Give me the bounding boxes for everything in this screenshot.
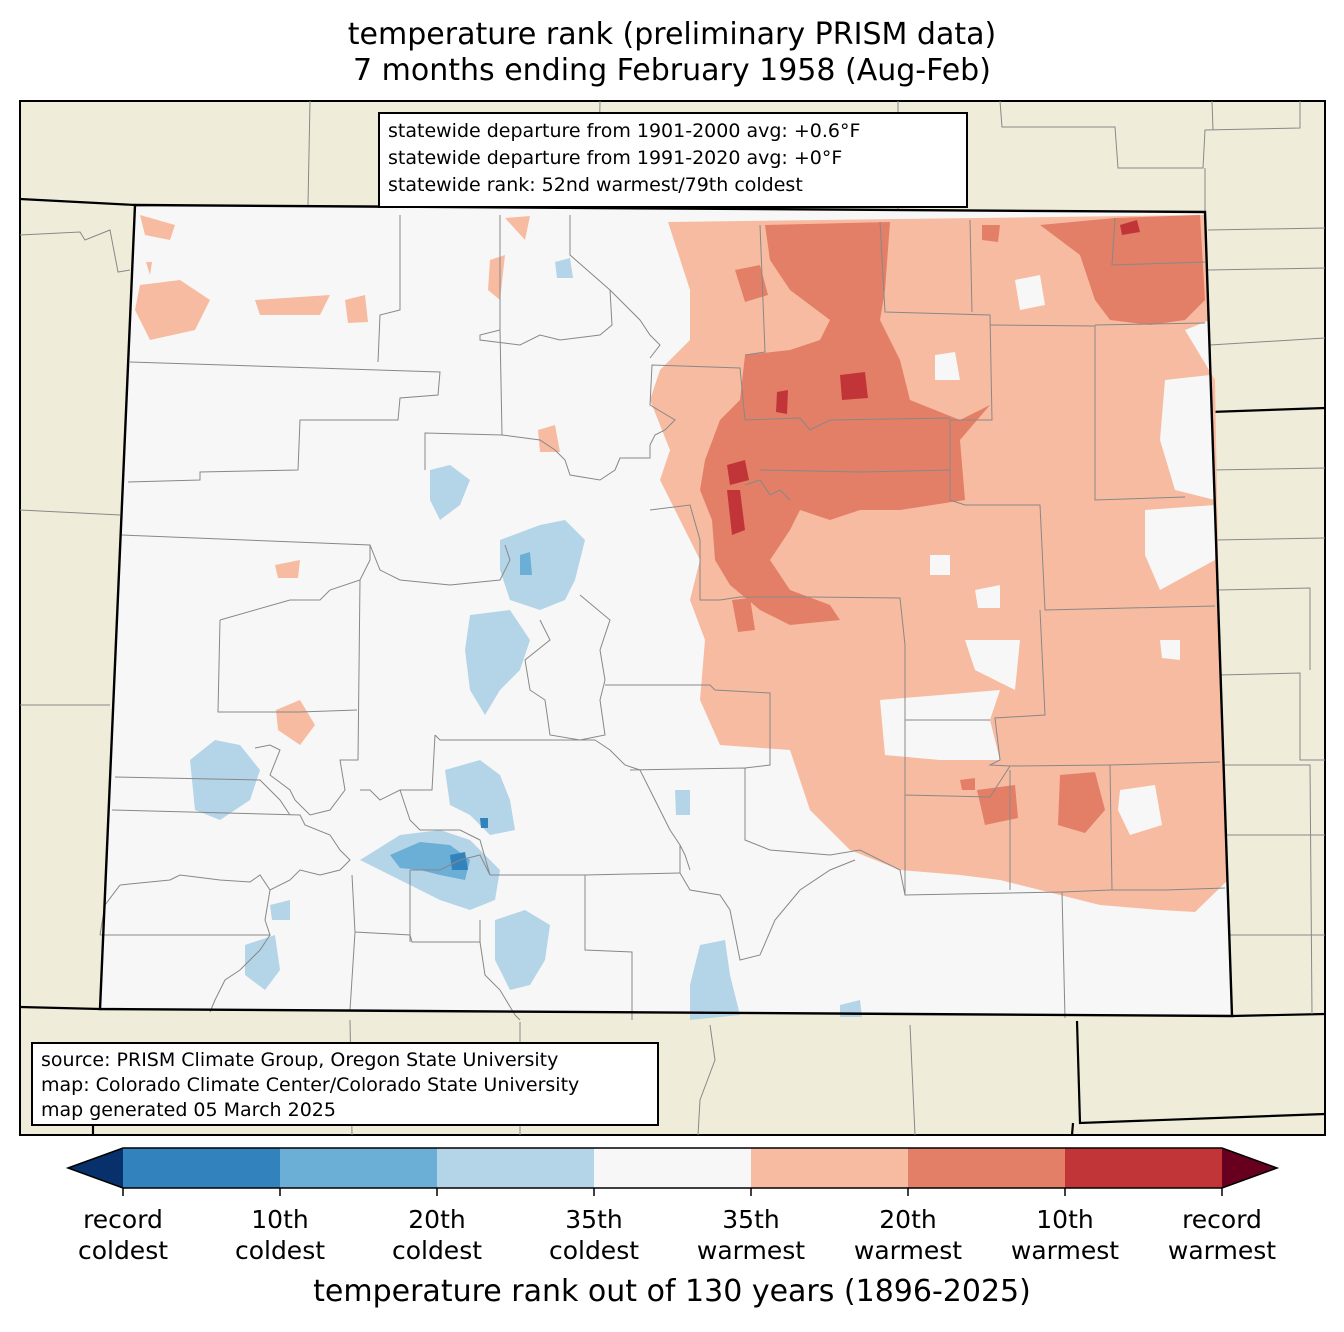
colorbar-segment: [1065, 1148, 1223, 1188]
colorbar-label: temperature rank out of 130 years (1896-…: [313, 1274, 1031, 1309]
colorbar-tick-label: 35th warmest: [676, 1204, 826, 1266]
tick-label-rank: 10th: [251, 1205, 309, 1234]
neighbor-state-borders: [19, 197, 1326, 1136]
tick-label-rank: record: [1182, 1205, 1262, 1234]
tick-label-rank: 35th: [565, 1205, 623, 1234]
map-title-line2: 7 months ending February 1958 (Aug-Feb): [353, 53, 991, 88]
colorbar-tick-label: 10th warmest: [990, 1204, 1140, 1266]
colorbar-segment: [123, 1148, 281, 1188]
colorbar-tick-label: 20th coldest: [362, 1204, 512, 1266]
tick-label-direction: warmest: [853, 1236, 963, 1265]
stats-line-1991-2020: statewide departure from 1991-2020 avg: …: [388, 147, 843, 169]
map-credit-line: map: Colorado Climate Center/Colorado St…: [41, 1074, 580, 1096]
colorbar-segment: [280, 1148, 438, 1188]
source-box: source: PRISM Climate Group, Oregon Stat…: [31, 1042, 659, 1126]
colorbar-tick-label: 35th coldest: [519, 1204, 669, 1266]
tick-label-direction: coldest: [548, 1236, 640, 1265]
colorbar-tick-label: 20th warmest: [833, 1204, 983, 1266]
tick-label-direction: coldest: [77, 1236, 169, 1265]
tick-label-direction: warmest: [696, 1236, 806, 1265]
colorbar-segment: [594, 1148, 752, 1188]
stats-line-rank: statewide rank: 52nd warmest/79th coldes…: [388, 174, 803, 196]
map-generated-line: map generated 05 March 2025: [41, 1099, 336, 1121]
source-line: source: PRISM Climate Group, Oregon Stat…: [41, 1049, 559, 1071]
tick-label-rank: 20th: [408, 1205, 466, 1234]
map-title-line1: temperature rank (preliminary PRISM data…: [347, 17, 997, 52]
tick-label-direction: coldest: [391, 1236, 483, 1265]
statewide-stats-box: statewide departure from 1901-2000 avg: …: [378, 112, 968, 208]
colorbar: [65, 1147, 1280, 1196]
colorbar-tick-label: record warmest: [1147, 1204, 1297, 1266]
tick-label-rank: 10th: [1036, 1205, 1094, 1234]
tick-label-direction: warmest: [1167, 1236, 1277, 1265]
warm-rank-20th-regions: [700, 215, 1205, 833]
colorbar-segment: [908, 1148, 1066, 1188]
tick-label-rank: 35th: [722, 1205, 780, 1234]
tick-label-direction: warmest: [1010, 1236, 1120, 1265]
cool-rank-20th-regions: [390, 552, 532, 880]
neutral-holes: [880, 275, 1215, 835]
tick-label-direction: coldest: [234, 1236, 326, 1265]
colorbar-segment: [751, 1148, 909, 1188]
colorbar-extend-low: [68, 1148, 123, 1188]
colorado-border: [98, 203, 1234, 1018]
colorbar-segment: [437, 1148, 595, 1188]
colorbar-extend-high: [1222, 1148, 1277, 1188]
cool-rank-35th-regions: [190, 258, 862, 1020]
warm-rank-10th-regions: [727, 220, 1140, 535]
tick-label-rank: 20th: [879, 1205, 937, 1234]
colorbar-tick-label: record coldest: [48, 1204, 198, 1266]
colorbar-tick-label: 10th coldest: [205, 1204, 355, 1266]
tick-label-rank: record: [83, 1205, 163, 1234]
county-boundaries: [99, 215, 1226, 1021]
stats-line-1901-2000: statewide departure from 1901-2000 avg: …: [388, 120, 861, 142]
